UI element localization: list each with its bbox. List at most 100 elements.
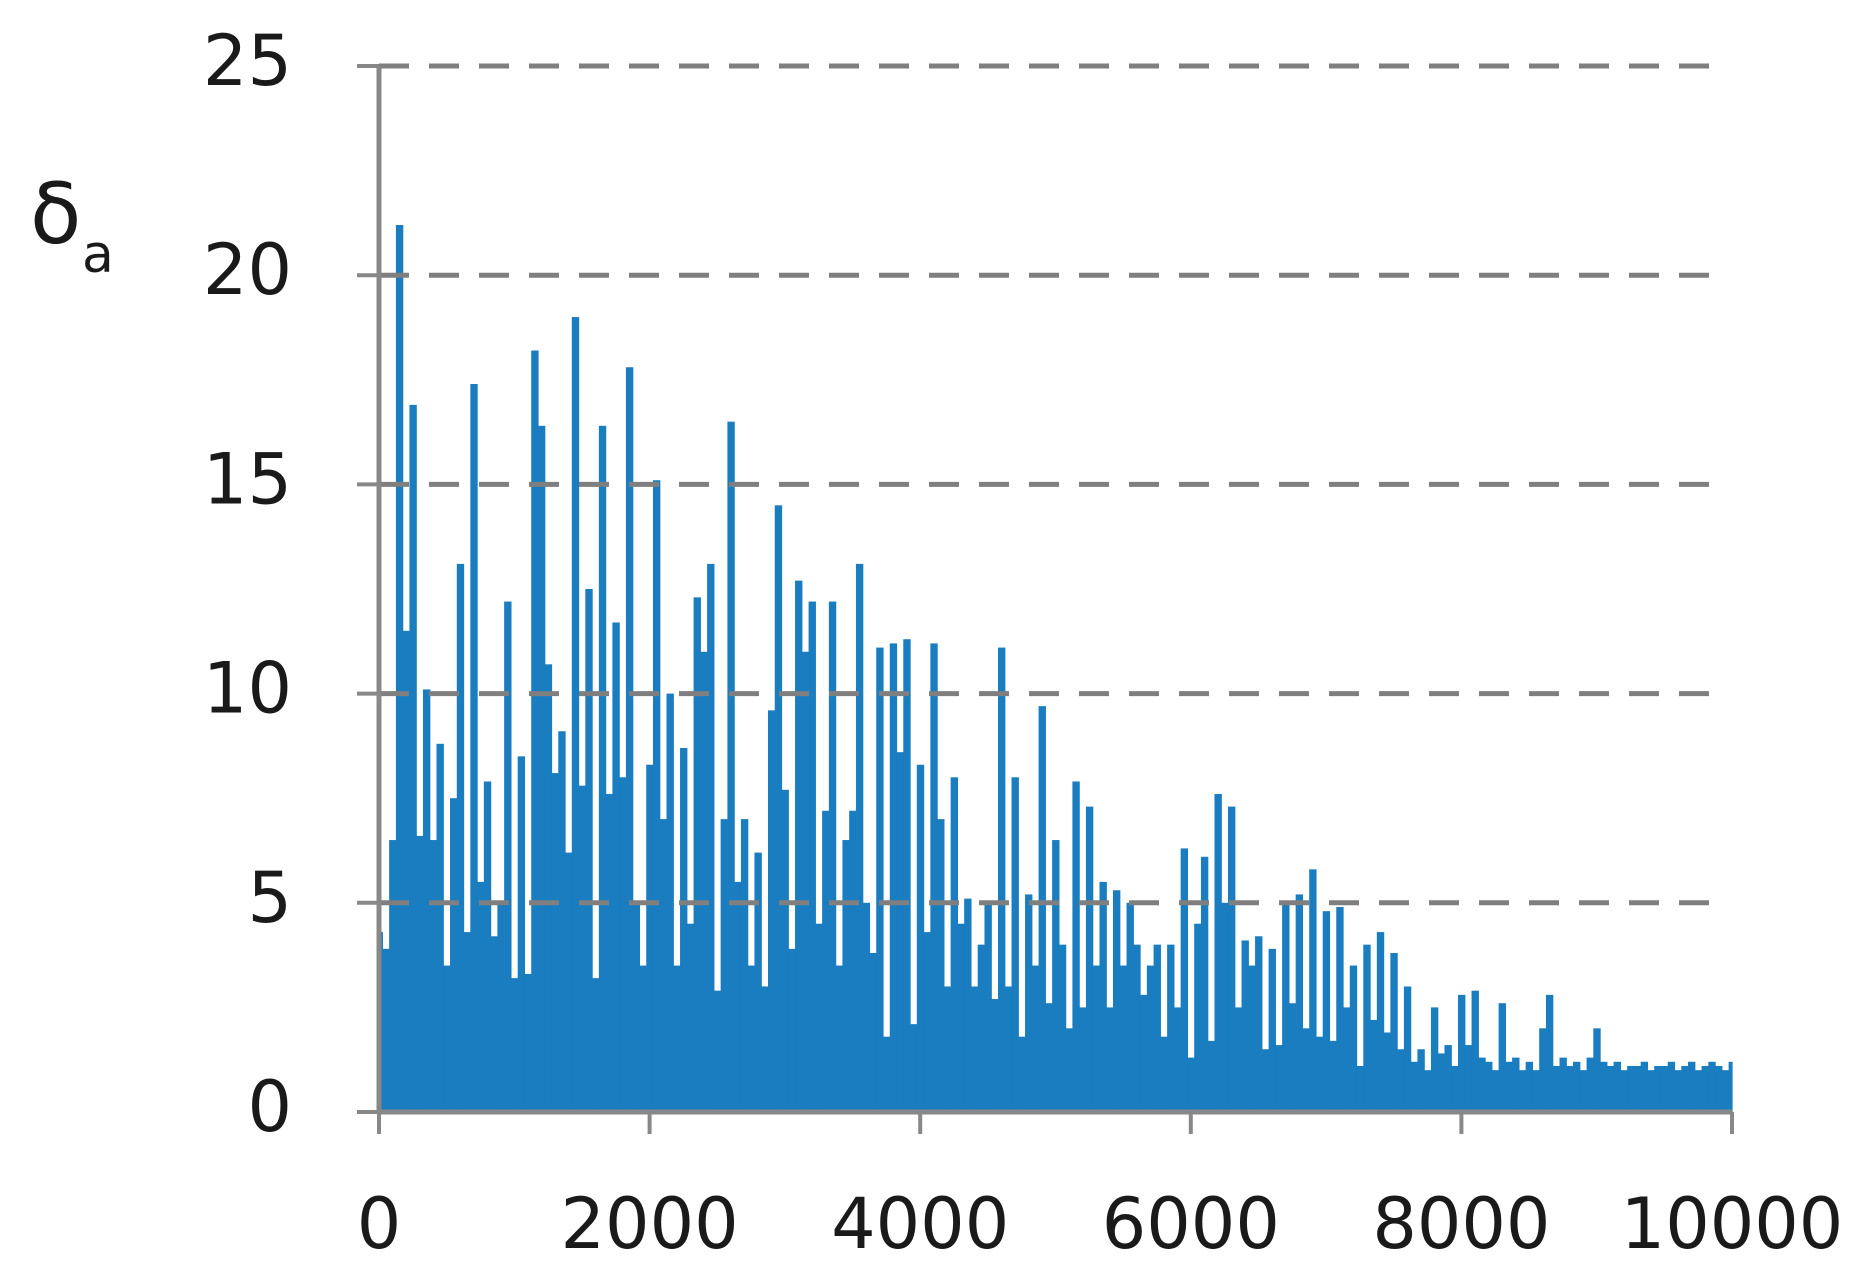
bar bbox=[720, 819, 728, 1112]
bar bbox=[1437, 1053, 1446, 1112]
bar bbox=[1153, 944, 1161, 1112]
bar bbox=[1417, 1049, 1425, 1112]
bar bbox=[1512, 1057, 1520, 1112]
bar bbox=[781, 789, 789, 1112]
bar bbox=[1261, 1049, 1270, 1112]
bar bbox=[1018, 1036, 1026, 1112]
bar bbox=[537, 425, 546, 1113]
bar bbox=[382, 948, 390, 1112]
bar bbox=[389, 840, 397, 1112]
bar bbox=[1187, 1057, 1195, 1112]
bar bbox=[544, 664, 553, 1112]
bar bbox=[1146, 965, 1155, 1112]
bar bbox=[1248, 965, 1256, 1112]
bar bbox=[1072, 781, 1080, 1112]
bar bbox=[1356, 1065, 1364, 1112]
bar bbox=[937, 819, 945, 1112]
bar bbox=[984, 902, 992, 1112]
bar bbox=[1539, 1028, 1547, 1112]
bar bbox=[1600, 1061, 1608, 1112]
bar bbox=[510, 978, 519, 1112]
bar bbox=[1573, 1061, 1581, 1112]
bar bbox=[1545, 994, 1554, 1112]
y-tick-label: 5 bbox=[247, 857, 292, 939]
bar bbox=[1376, 932, 1385, 1112]
bar bbox=[815, 923, 823, 1112]
bar bbox=[1255, 936, 1263, 1112]
bar bbox=[1234, 1007, 1243, 1112]
y-tick-label: 10 bbox=[203, 648, 292, 730]
bar bbox=[632, 902, 641, 1112]
x-tick-label: 8000 bbox=[1372, 1183, 1550, 1265]
bar bbox=[1038, 706, 1046, 1112]
bar bbox=[1282, 902, 1290, 1112]
bar bbox=[1052, 840, 1060, 1112]
bar bbox=[1383, 1032, 1391, 1112]
bar bbox=[876, 647, 884, 1112]
bar bbox=[943, 986, 952, 1112]
bar bbox=[470, 383, 478, 1112]
bar bbox=[835, 965, 844, 1112]
bar bbox=[1160, 1036, 1168, 1112]
bar bbox=[700, 651, 708, 1112]
bar bbox=[639, 965, 647, 1112]
bar bbox=[1444, 1045, 1452, 1112]
bar bbox=[1322, 911, 1331, 1112]
bar bbox=[1451, 1065, 1459, 1112]
bar bbox=[1268, 948, 1276, 1112]
bar bbox=[1309, 869, 1317, 1112]
bar bbox=[1403, 986, 1412, 1112]
bar bbox=[1214, 794, 1222, 1112]
bar bbox=[1228, 806, 1236, 1112]
x-tick-label: 4000 bbox=[831, 1183, 1009, 1265]
bar bbox=[1194, 923, 1202, 1112]
bar bbox=[1390, 953, 1398, 1112]
bar bbox=[1660, 1065, 1669, 1112]
bar bbox=[734, 881, 742, 1112]
bar bbox=[767, 710, 776, 1112]
bar bbox=[673, 965, 681, 1112]
bar bbox=[1410, 1061, 1419, 1112]
bar bbox=[1288, 1003, 1297, 1112]
bar bbox=[1532, 1070, 1540, 1112]
bar bbox=[1640, 1061, 1649, 1112]
bar bbox=[666, 693, 674, 1112]
bar bbox=[477, 881, 485, 1112]
bar bbox=[1627, 1065, 1635, 1112]
bar bbox=[686, 923, 695, 1112]
bar bbox=[517, 756, 526, 1112]
bar bbox=[842, 840, 850, 1112]
bar bbox=[524, 973, 532, 1112]
bar bbox=[504, 601, 512, 1112]
bar bbox=[605, 794, 613, 1112]
bar bbox=[1552, 1065, 1561, 1112]
y-tick-label: 20 bbox=[203, 229, 292, 311]
bar bbox=[882, 1036, 891, 1112]
bar bbox=[1681, 1065, 1689, 1112]
bar bbox=[788, 948, 796, 1112]
bar bbox=[1200, 856, 1209, 1112]
bar bbox=[1505, 1061, 1513, 1112]
x-tick-label: 0 bbox=[357, 1183, 402, 1265]
bar bbox=[436, 743, 444, 1112]
bar bbox=[828, 601, 837, 1112]
bar bbox=[1079, 1007, 1087, 1112]
bar bbox=[707, 563, 715, 1112]
bar bbox=[1430, 1007, 1439, 1112]
bar bbox=[450, 798, 458, 1112]
bar bbox=[1688, 1061, 1696, 1112]
bar bbox=[531, 350, 539, 1113]
bar bbox=[1025, 894, 1033, 1112]
bar bbox=[1221, 902, 1229, 1112]
bar bbox=[1586, 1057, 1594, 1112]
bar bbox=[727, 421, 735, 1112]
bar bbox=[422, 689, 431, 1112]
bar bbox=[903, 639, 911, 1112]
bar bbox=[1302, 1028, 1310, 1112]
bar bbox=[808, 601, 816, 1112]
bar bbox=[646, 764, 654, 1112]
x-tick-label: 6000 bbox=[1102, 1183, 1280, 1265]
bar bbox=[991, 999, 999, 1112]
